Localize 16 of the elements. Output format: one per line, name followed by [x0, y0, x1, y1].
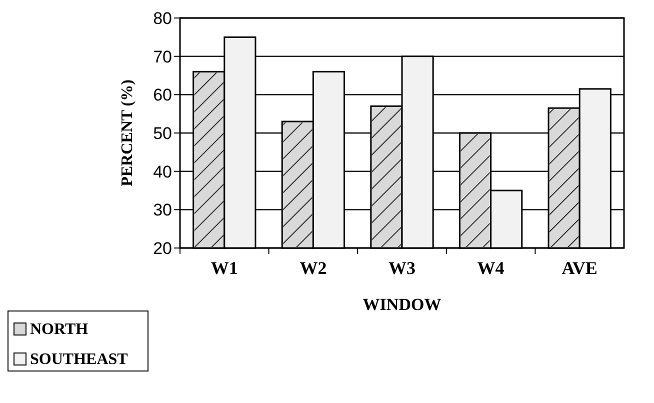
x-axis-title: WINDOW	[362, 295, 442, 314]
y-tick-label: 80	[153, 8, 172, 28]
y-tick-label: 20	[153, 238, 172, 258]
y-tick-label: 60	[153, 86, 172, 105]
y-tick-label: 40	[153, 162, 172, 182]
y-tick-label: 30	[153, 200, 172, 220]
x-tick-label: W3	[388, 258, 416, 278]
y-tick-label: 50	[153, 124, 172, 143]
legend-label: SOUTHEAST	[30, 351, 128, 368]
x-tick-label: W4	[477, 258, 504, 278]
legend-label: NORTH	[30, 321, 89, 338]
x-tick-label: AVE	[562, 258, 598, 278]
x-tick-label: W1	[210, 258, 238, 278]
x-tick-label: W2	[300, 258, 327, 278]
y-tick-label: 70	[153, 47, 172, 66]
y-axis-title: PERCENT (%)	[119, 80, 136, 186]
